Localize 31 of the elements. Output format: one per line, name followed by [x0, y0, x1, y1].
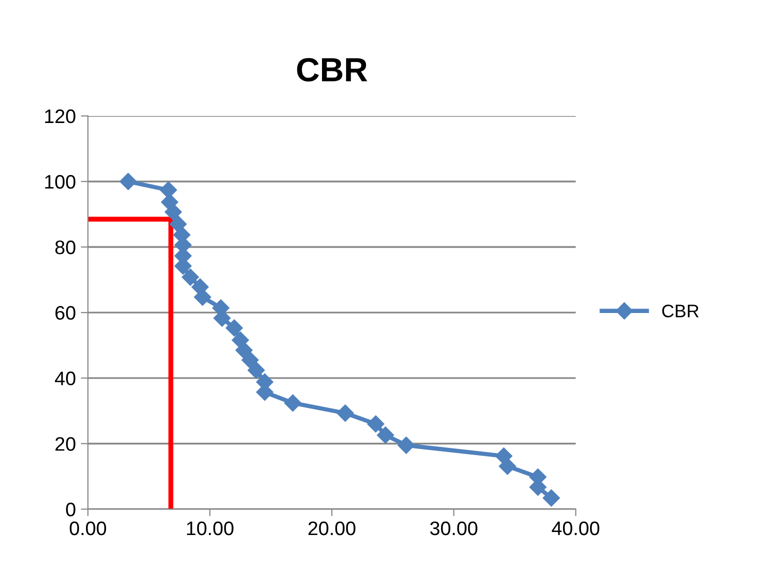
- point: [194, 288, 212, 306]
- point: [498, 458, 516, 475]
- point: [542, 489, 560, 507]
- point: [226, 319, 243, 336]
- x-tick-label: 0.00: [70, 521, 106, 536]
- y-tick-label: 60: [55, 306, 76, 320]
- x-tick-label: 40.00: [552, 521, 600, 536]
- point: [284, 394, 302, 412]
- point: [182, 268, 199, 286]
- point: [248, 362, 265, 379]
- point: [336, 404, 354, 422]
- y-tick-label: 0: [66, 502, 76, 516]
- x-tick-label: 30.00: [430, 521, 478, 536]
- point: [170, 216, 187, 233]
- x-tick-label: 20.00: [308, 521, 356, 536]
- x-tick-label: 10.00: [187, 521, 234, 536]
- y-tick-label: 20: [55, 437, 76, 451]
- y-tick-label: 100: [45, 174, 76, 189]
- y-tick-label: 120: [45, 109, 76, 124]
- point: [398, 436, 415, 454]
- legend-label: CBR: [662, 304, 699, 318]
- y-tick-label: 40: [54, 372, 76, 386]
- point: [367, 415, 384, 432]
- point: [164, 203, 182, 221]
- point: [242, 352, 259, 369]
- point: [160, 181, 177, 199]
- point: [376, 426, 394, 444]
- chart-title: CBR: [297, 58, 368, 82]
- point: [120, 172, 137, 190]
- point: [235, 342, 253, 359]
- y-tick-label: 80: [55, 240, 76, 254]
